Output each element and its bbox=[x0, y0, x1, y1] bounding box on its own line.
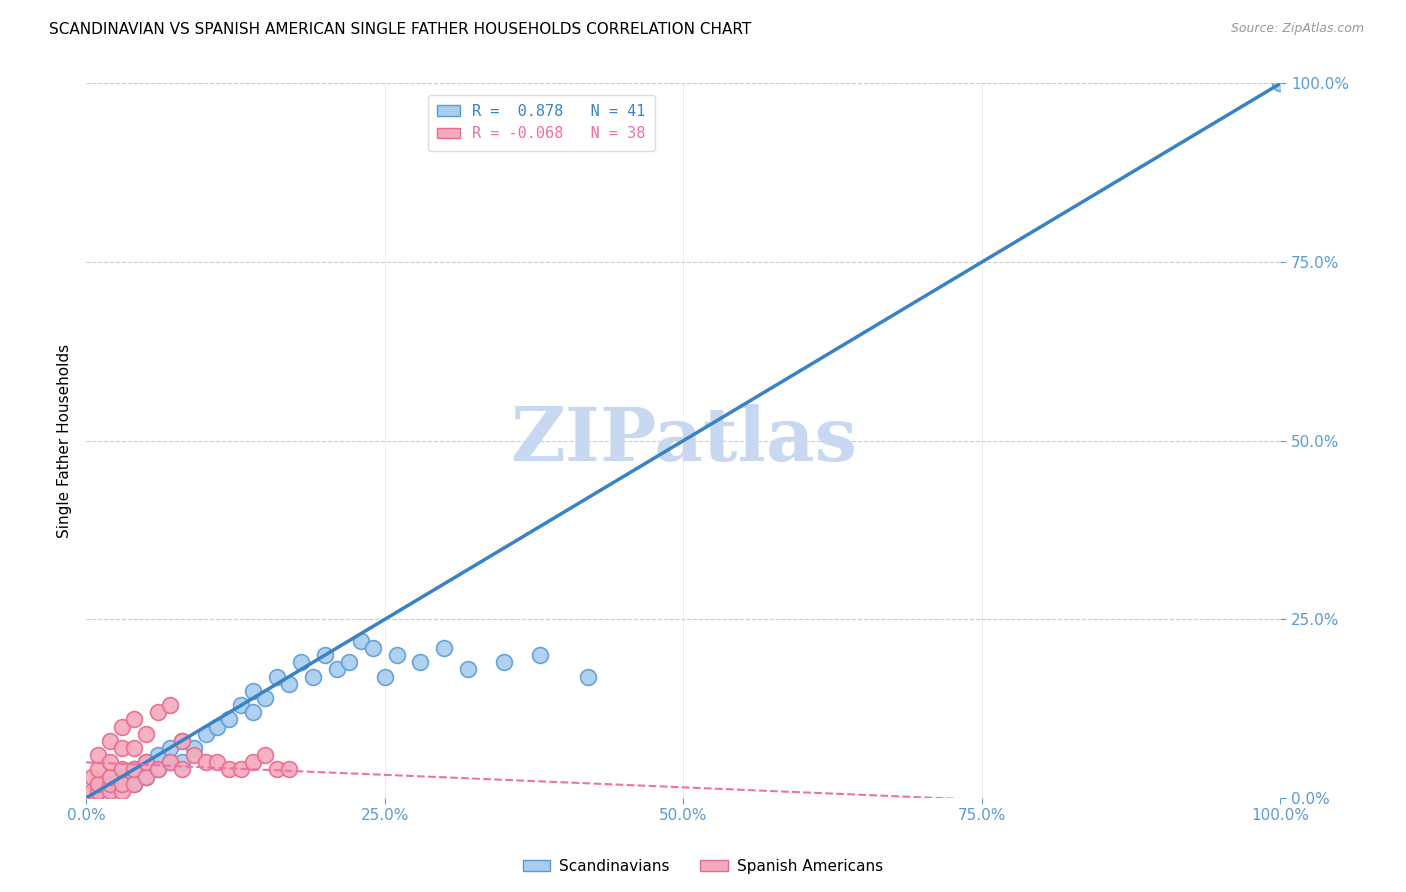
Point bbox=[266, 763, 288, 777]
Point bbox=[326, 662, 349, 676]
Point bbox=[194, 727, 217, 741]
Point bbox=[111, 784, 134, 798]
Point bbox=[170, 734, 193, 748]
Point bbox=[254, 748, 277, 763]
Point bbox=[87, 777, 110, 791]
Point bbox=[87, 763, 110, 777]
Point bbox=[135, 756, 157, 770]
Point bbox=[87, 784, 110, 798]
Point bbox=[361, 640, 384, 655]
Point bbox=[122, 763, 145, 777]
Point bbox=[98, 734, 121, 748]
Y-axis label: Single Father Households: Single Father Households bbox=[58, 343, 72, 538]
Point bbox=[433, 640, 456, 655]
Point bbox=[98, 777, 121, 791]
Point bbox=[385, 648, 408, 662]
Text: ZIPatlas: ZIPatlas bbox=[510, 404, 856, 477]
Point bbox=[87, 748, 110, 763]
Point bbox=[231, 698, 253, 713]
Point bbox=[98, 777, 121, 791]
Point bbox=[1270, 77, 1292, 91]
Point bbox=[135, 727, 157, 741]
Point bbox=[350, 633, 373, 648]
Point bbox=[135, 770, 157, 784]
Text: Source: ZipAtlas.com: Source: ZipAtlas.com bbox=[1230, 22, 1364, 36]
Point bbox=[146, 763, 169, 777]
Point bbox=[122, 777, 145, 791]
Point bbox=[159, 756, 181, 770]
Point bbox=[290, 655, 312, 669]
Point bbox=[242, 756, 264, 770]
Point bbox=[183, 741, 205, 756]
Point bbox=[111, 741, 134, 756]
Point bbox=[159, 756, 181, 770]
Point bbox=[183, 748, 205, 763]
Point bbox=[111, 720, 134, 734]
Point bbox=[98, 770, 121, 784]
Point bbox=[170, 763, 193, 777]
Point bbox=[159, 741, 181, 756]
Point bbox=[254, 691, 277, 706]
Point bbox=[122, 777, 145, 791]
Point bbox=[111, 770, 134, 784]
Point bbox=[87, 784, 110, 798]
Point bbox=[242, 706, 264, 720]
Point bbox=[146, 748, 169, 763]
Point bbox=[111, 777, 134, 791]
Point bbox=[207, 720, 229, 734]
Point bbox=[337, 655, 360, 669]
Point bbox=[242, 684, 264, 698]
Point bbox=[374, 669, 396, 683]
Point bbox=[98, 784, 121, 798]
Point bbox=[278, 677, 301, 691]
Point bbox=[218, 763, 240, 777]
Point bbox=[159, 698, 181, 713]
Point bbox=[80, 784, 103, 798]
Point bbox=[218, 713, 240, 727]
Point bbox=[278, 763, 301, 777]
Point bbox=[302, 669, 325, 683]
Point bbox=[135, 770, 157, 784]
Point bbox=[409, 655, 432, 669]
Point bbox=[122, 713, 145, 727]
Point bbox=[111, 763, 134, 777]
Point bbox=[146, 763, 169, 777]
Point bbox=[170, 756, 193, 770]
Point bbox=[207, 756, 229, 770]
Point bbox=[457, 662, 479, 676]
Point bbox=[231, 763, 253, 777]
Point bbox=[111, 777, 134, 791]
Point bbox=[122, 741, 145, 756]
Point bbox=[98, 784, 121, 798]
Legend: Scandinavians, Spanish Americans: Scandinavians, Spanish Americans bbox=[516, 853, 890, 880]
Point bbox=[194, 756, 217, 770]
Point bbox=[98, 756, 121, 770]
Point bbox=[170, 734, 193, 748]
Legend: R =  0.878   N = 41, R = -0.068   N = 38: R = 0.878 N = 41, R = -0.068 N = 38 bbox=[427, 95, 655, 151]
Text: SCANDINAVIAN VS SPANISH AMERICAN SINGLE FATHER HOUSEHOLDS CORRELATION CHART: SCANDINAVIAN VS SPANISH AMERICAN SINGLE … bbox=[49, 22, 751, 37]
Point bbox=[146, 706, 169, 720]
Point bbox=[80, 770, 103, 784]
Point bbox=[576, 669, 599, 683]
Point bbox=[266, 669, 288, 683]
Point bbox=[122, 763, 145, 777]
Point bbox=[494, 655, 516, 669]
Point bbox=[135, 756, 157, 770]
Point bbox=[529, 648, 551, 662]
Point bbox=[314, 648, 336, 662]
